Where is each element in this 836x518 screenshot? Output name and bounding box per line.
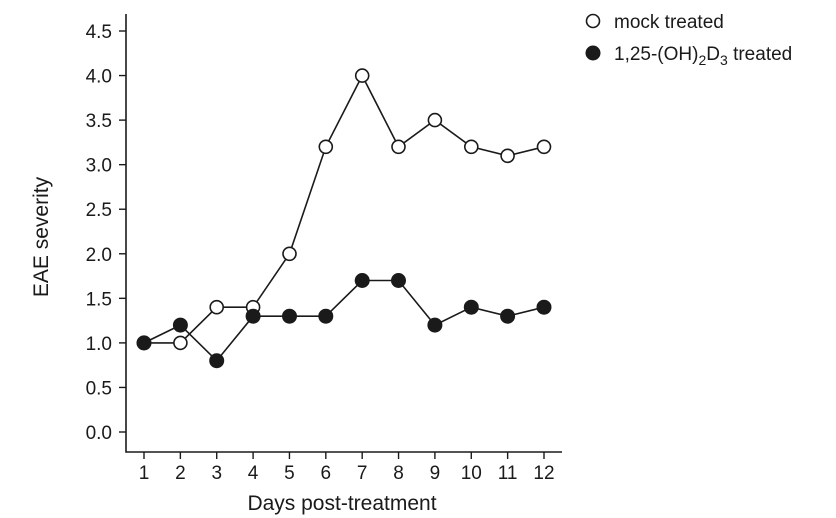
series-1-point — [536, 299, 552, 315]
series-1-point — [282, 308, 297, 324]
series-0-point — [173, 335, 188, 351]
series-1-point — [500, 308, 516, 324]
x-tick-label: 1 — [139, 463, 150, 484]
series-1-point — [354, 273, 370, 288]
x-tick-label: 11 — [498, 463, 518, 484]
series-0-point — [282, 246, 297, 262]
axis-frame — [125, 14, 562, 453]
y-tick-label: 3.0 — [86, 156, 112, 177]
y-axis-title: EAE severity — [30, 176, 53, 297]
y-tick-label: 4.5 — [86, 22, 112, 43]
series-line-0 — [144, 73, 545, 344]
series-1-point — [245, 308, 261, 324]
x-tick-label: 8 — [393, 463, 404, 484]
series-0-point — [209, 299, 224, 315]
y-tick-label: 1.5 — [86, 289, 112, 310]
series-1-point — [391, 273, 406, 288]
ticks: 0.00.51.01.52.02.53.03.54.04.51 2 3 4 5 6 7 8 9 1… — [86, 22, 555, 484]
axes — [125, 14, 562, 453]
legend-marker-filled-circle-icon — [585, 45, 601, 61]
y-tick-label: 4.0 — [86, 67, 112, 88]
x-tick-label: 2 — [175, 463, 186, 484]
y-tick-label: 0.0 — [86, 423, 112, 444]
x-tick-label: 5 — [284, 463, 295, 484]
x-tick-label: 7 — [357, 463, 368, 484]
series-0-point — [318, 139, 334, 155]
legend-item-vitd: 1,25-(OH)2D3 treated — [585, 44, 792, 68]
series-lines — [143, 73, 545, 362]
y-tick-label: 2.5 — [86, 200, 112, 221]
legend-label-vitd-sub1: 2 — [698, 52, 706, 68]
series-1-point — [427, 317, 443, 333]
series-1-point — [463, 299, 479, 315]
series-1-point — [318, 308, 334, 324]
series-1-point — [209, 353, 225, 369]
y-tick-label: 1.0 — [86, 334, 112, 355]
series-1-point — [136, 335, 152, 351]
y-tick-label: 0.5 — [86, 378, 112, 399]
x-tick-label: 12 — [533, 463, 554, 484]
x-tick-label: 4 — [248, 463, 259, 484]
series-0-point — [427, 112, 443, 128]
legend-label-vitd-base: 1,25-(OH) — [614, 44, 698, 65]
series-0-point — [463, 139, 479, 155]
series-0-point — [500, 148, 515, 164]
x-tick-label: 9 — [430, 463, 441, 484]
series-0-point — [536, 139, 552, 155]
y-tick-label: 2.0 — [86, 245, 112, 266]
x-axis-title: Days post-treatment — [247, 492, 436, 515]
series-0-point — [354, 68, 370, 83]
series-points — [136, 68, 552, 369]
x-tick-label: 3 — [211, 463, 222, 484]
legend-label-vitd-tail: treated — [728, 44, 792, 65]
series-0-point — [391, 139, 406, 155]
series-1-point — [172, 317, 188, 333]
legend-label-mock: mock treated — [614, 12, 724, 33]
legend-label-vitd-mid: D — [706, 44, 720, 65]
legend-marker-open-circle-icon — [585, 13, 601, 29]
y-tick-label: 3.5 — [86, 111, 112, 132]
legend-label-vitd-sub2: 3 — [720, 52, 728, 68]
legend-label-vitd: 1,25-(OH)2D3 treated — [614, 44, 792, 68]
x-tick-label: 10 — [461, 463, 482, 484]
legend-item-mock: mock treated — [585, 12, 724, 33]
x-tick-label: 6 — [321, 463, 332, 484]
legend: mock treated 1,25-(OH)2D3 treated — [585, 12, 792, 68]
